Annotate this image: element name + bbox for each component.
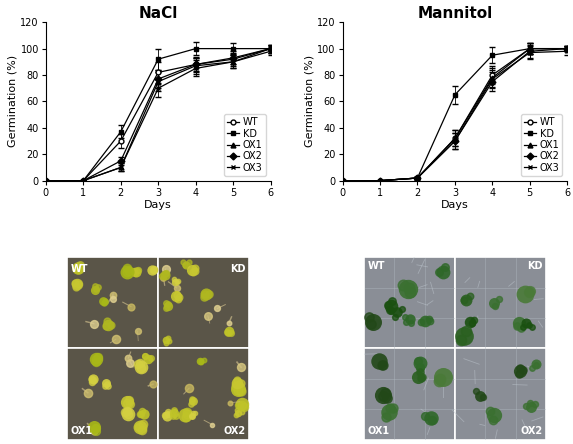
Text: OX1: OX1 (70, 426, 93, 436)
Bar (455, 349, 546, 440)
Bar (67, 349, 158, 440)
Bar (158, 258, 249, 349)
X-axis label: Days: Days (441, 200, 469, 210)
Bar (364, 349, 455, 440)
Text: WT: WT (367, 261, 385, 271)
Bar (67, 258, 158, 349)
Text: KD: KD (527, 261, 543, 271)
Title: Mannitol: Mannitol (417, 6, 493, 21)
Bar (158, 349, 249, 440)
Legend: WT, KD, OX1, OX2, OX3: WT, KD, OX1, OX2, OX3 (521, 114, 563, 176)
Y-axis label: Germination (%): Germination (%) (304, 56, 315, 147)
Title: NaCl: NaCl (139, 6, 178, 21)
Bar (364, 258, 455, 349)
Text: OX2: OX2 (223, 426, 246, 436)
Text: OX1: OX1 (367, 426, 390, 436)
Y-axis label: Germination (%): Germination (%) (7, 56, 18, 147)
Legend: WT, KD, OX1, OX2, OX3: WT, KD, OX1, OX2, OX3 (225, 114, 266, 176)
Text: WT: WT (70, 264, 88, 274)
X-axis label: Days: Days (144, 200, 172, 210)
Text: KD: KD (230, 264, 246, 274)
Text: OX2: OX2 (520, 426, 543, 436)
Bar (455, 258, 546, 349)
